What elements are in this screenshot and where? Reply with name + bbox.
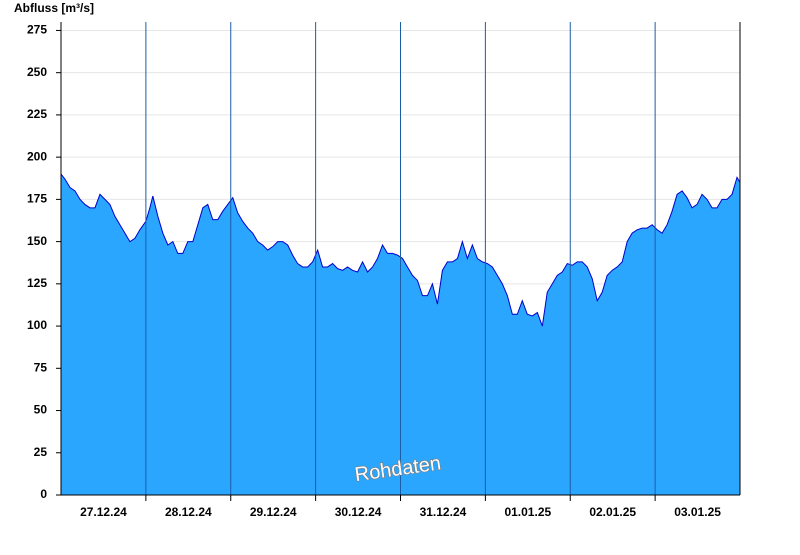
x-tick-label: 03.01.25 xyxy=(674,505,721,519)
x-tick-label: 02.01.25 xyxy=(589,505,636,519)
y-tick-label: 150 xyxy=(27,234,47,248)
y-tick-label: 200 xyxy=(27,149,47,163)
y-tick-label: 175 xyxy=(27,192,47,206)
y-tick-label: 275 xyxy=(27,23,47,37)
y-tick-label: 250 xyxy=(27,65,47,79)
x-tick-label: 31.12.24 xyxy=(420,505,467,519)
y-tick-label: 50 xyxy=(34,403,48,417)
y-axis-title: Abfluss [m³/s] xyxy=(14,1,94,15)
x-tick-label: 29.12.24 xyxy=(250,505,297,519)
plot-area: 0 25 50 75 100 125 150 175 200 225 250 275 27.12.24 2… xyxy=(27,22,741,519)
y-tick-label: 100 xyxy=(27,318,47,332)
x-tick-label: 27.12.24 xyxy=(80,505,127,519)
y-tick-label: 25 xyxy=(34,445,48,459)
y-tick-label: 225 xyxy=(27,107,47,121)
x-tick-label: 30.12.24 xyxy=(335,505,382,519)
x-tick-label: 01.01.25 xyxy=(504,505,551,519)
x-tick-label: 28.12.24 xyxy=(165,505,212,519)
y-tick-label: 75 xyxy=(34,360,48,374)
y-tick-label: 0 xyxy=(40,487,47,501)
y-tick-label: 125 xyxy=(27,276,47,290)
